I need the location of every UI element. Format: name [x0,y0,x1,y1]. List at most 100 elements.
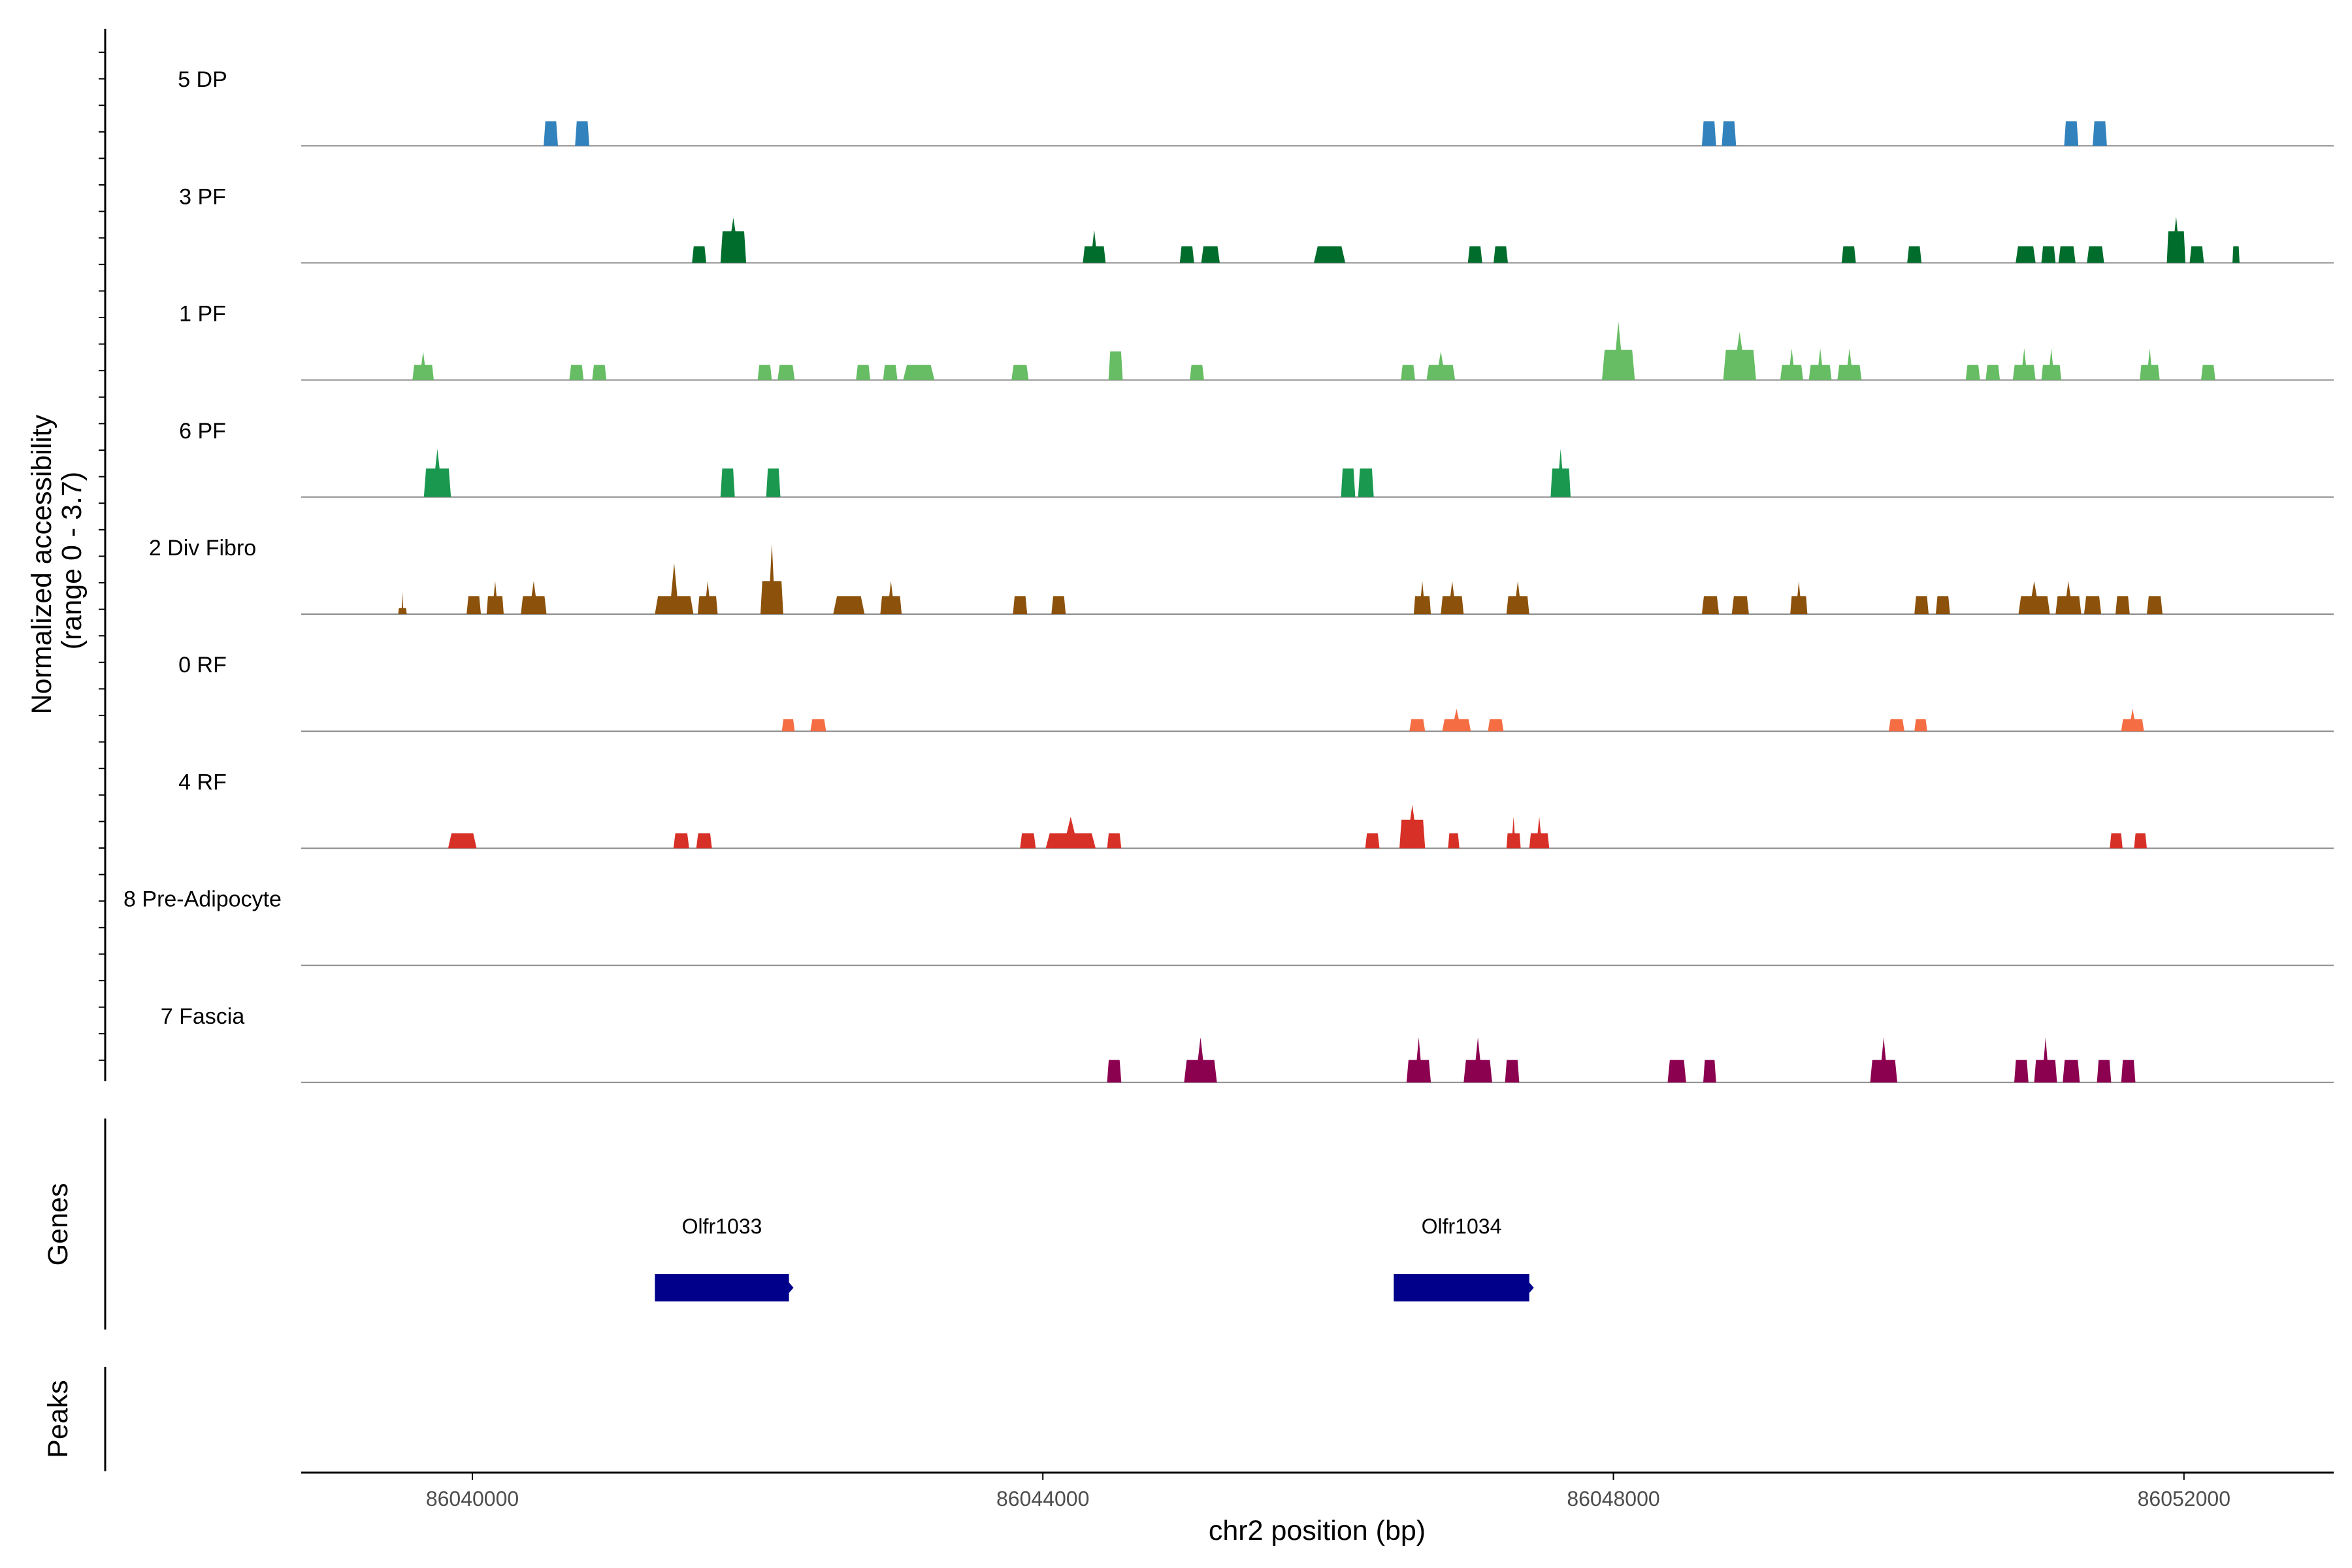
coverage-peak [1722,121,1737,146]
x-tick-label: 86044000 [996,1487,1089,1511]
coverage-peak [1494,246,1508,263]
coverage-peak [720,468,735,497]
coverage-peak [2189,246,2204,263]
track-7-fascia: 7 Fascia [161,1004,2334,1083]
coverage-peak [1667,1060,1686,1083]
coverage-peak [1841,246,1856,263]
coverage-peak [1341,468,1356,497]
coverage-peak [2201,365,2215,380]
coverage-peak [1083,229,1106,263]
coverage-peak [2134,833,2147,849]
coverage-peak [1505,1060,1520,1083]
track-8-pre-adipocyte: 8 Pre-Adipocyte [123,887,2334,966]
track-3-pf: 3 PF [179,184,2334,264]
coverage-peak [757,365,772,380]
coverage-peak [2041,348,2061,380]
gene-olfr1033: Olfr1033 [655,1215,794,1301]
coverage-peak [2093,121,2107,146]
coverage-peak [1184,1037,1217,1083]
coverage-peak [423,449,451,497]
track-label: 7 Fascia [161,1004,245,1029]
coverage-peak [1190,365,1204,380]
coverage-peak [1888,719,1904,732]
coverage-peak [1914,719,1927,732]
track-label: 4 RF [178,770,227,794]
coverage-y-axis-ticks [99,52,105,1061]
coverage-peak [1870,1037,1897,1083]
track-label: 1 PF [179,302,226,327]
genes-panel-label: Genes [42,1183,74,1266]
coverage-peak [1808,348,1832,380]
coverage-peak [777,365,795,380]
coverage-peak [781,719,795,732]
peaks-panel-label: Peaks [42,1380,74,1458]
coverage-peak [1701,121,1716,146]
coverage-peak [1907,246,1922,263]
coverage-peak [2232,246,2240,263]
coverage-peak [2083,596,2102,614]
coverage-peak [569,365,584,380]
coverage-peak [1837,348,1862,380]
coverage-peak [655,563,694,614]
coverage-peak [2140,348,2160,380]
gene-body [655,1274,789,1301]
x-axis-title: chr2 position (bp) [1209,1515,1426,1546]
track-4-rf: 4 RF [178,770,2334,849]
coverage-peak [1051,596,1066,614]
coverage-peak [760,543,783,614]
coverage-peak [521,581,547,614]
coverage-peak [1985,365,2001,380]
coverage-peak [1448,833,1460,849]
coverage-peak [1413,581,1431,614]
track-2-div-fibro: 2 Div Fibro [149,536,2334,615]
coverage-peak [1358,468,1374,497]
coverage-peak [720,218,747,263]
coverage-peak [2063,1060,2080,1083]
coverage-peak [1703,1060,1716,1083]
coverage-peak [1935,596,1950,614]
coverage-peak [575,121,589,146]
coverage-peak [1488,719,1504,732]
coverage-peak [766,468,781,497]
coverage-peak [466,596,482,614]
coverage-peak [1201,246,1220,263]
coverage-peak [1731,596,1749,614]
coverage-peak [2121,1060,2136,1083]
coverage-peak [1463,1037,1492,1083]
track-0-rf: 0 RF [178,653,2334,732]
coverage-peak [903,365,935,380]
coverage-peak [2014,1060,2029,1083]
coverage-peak [592,365,607,380]
coverage-peak [1013,596,1028,614]
coverage-peak [2087,246,2104,263]
coverage-peak [412,351,434,380]
coverage-peak [1107,833,1122,849]
coverage-peak [2064,121,2079,146]
coverage-peak [1399,804,1426,849]
track-1-pf: 1 PF [179,302,2334,381]
coverage-peak [1506,581,1529,614]
coverage-peak [1550,449,1571,497]
gene-annotations: Olfr1033 Olfr1034 [655,1215,1534,1301]
coverage-peak [1406,1037,1431,1083]
coverage-peak [448,833,477,849]
gene-label: Olfr1033 [682,1215,762,1238]
gene-strand-arrow [1529,1282,1534,1293]
coverage-peak [1441,581,1464,614]
coverage-peak [2097,1060,2112,1083]
gene-label: Olfr1034 [1422,1215,1502,1238]
coverage-peak [2115,596,2130,614]
coverage-peak [2012,348,2036,380]
coverage-peak [1426,351,1456,380]
coverage-peak [2147,596,2163,614]
coverage-peak [2018,581,2050,614]
coverage-peak [1011,365,1029,380]
track-label: 5 DP [178,67,227,92]
coverage-peak [1723,332,1756,380]
coverage-peak [1108,351,1123,380]
coverage-tracks: 5 DP 3 PF 1 PF 6 PF 2 Div Fibro 0 RF 4 RF 8 Pre… [123,67,2334,1083]
coverage-peak [880,581,902,614]
gene-strand-arrow [789,1282,794,1293]
coverage-peak [1529,817,1550,849]
